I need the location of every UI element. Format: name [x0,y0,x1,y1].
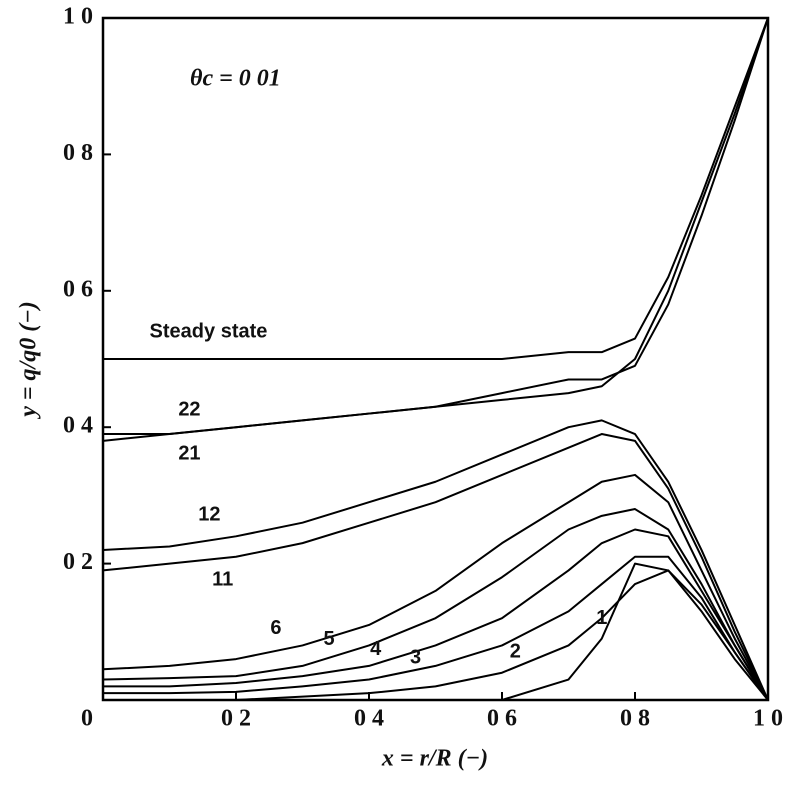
x-tick-label: 0 6 [487,706,517,732]
series-label: 12 [198,504,220,526]
series-label: 1 [596,607,607,629]
series-line [102,508,769,701]
y-tick-label: 0 8 [63,140,93,166]
x-tick-label: 0 8 [620,706,650,732]
y-axis-label: y = q/q0 (−) [16,301,42,420]
annotation: θc = 0 01 [190,66,281,92]
series-label: 2 [510,641,521,663]
series-label: Steady state [150,320,268,342]
x-tick-label: 1 0 [753,706,783,732]
series-label: 22 [178,398,200,420]
series-label: 5 [324,628,335,650]
series-line [102,473,769,701]
series-line [103,562,769,701]
series-line [102,433,769,701]
y-tick-label: 0 6 [63,276,93,302]
series-label: 3 [410,646,421,668]
x-axis-label: x = r/R (−) [381,746,488,772]
series-line [102,419,769,701]
x-tick-label: 0 4 [354,706,384,732]
series-label: 4 [370,638,382,660]
x-tick-label: 0 [81,706,93,732]
series-label: 6 [270,617,281,639]
y-tick-label: 0 2 [63,549,93,575]
series-line [103,528,769,701]
x-tick-label: 0 2 [221,706,251,732]
series-line [103,17,769,360]
series-label: 21 [178,442,200,464]
series-line [102,17,769,442]
series-line [103,555,769,701]
y-tick-label: 0 4 [63,413,93,439]
y-tick-label: 1 0 [63,4,93,30]
series-label: 11 [212,568,233,590]
